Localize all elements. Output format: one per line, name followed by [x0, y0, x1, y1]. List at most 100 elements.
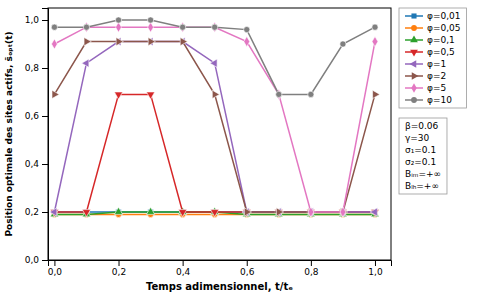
tick: 1,0	[25, 15, 48, 25]
annotation: σ₂=0.1	[405, 157, 436, 167]
tick-mark	[42, 116, 48, 117]
line	[54, 94, 375, 212]
tick-mark	[311, 260, 312, 266]
series	[50, 92, 379, 217]
point	[276, 208, 283, 216]
legend-marker	[410, 60, 417, 68]
tick-mark	[42, 260, 48, 261]
legend-marker	[410, 36, 418, 43]
legend-label: φ=5	[427, 83, 446, 93]
point	[84, 22, 90, 32]
legend: φ=0,01φ=0,05φ=0,1φ=0,5φ=1φ=2φ=5φ=10	[399, 8, 467, 108]
tick-label: 0,8	[304, 267, 319, 277]
y-axis: 0,0 0,2 0,4 0,6 0,8 1,0	[25, 9, 49, 266]
plot-frame	[48, 8, 391, 260]
point	[50, 208, 57, 216]
tick: 0,2	[25, 207, 48, 217]
point	[51, 24, 57, 30]
tick: 0,6	[25, 111, 48, 121]
point	[212, 22, 218, 32]
legend-marker	[412, 72, 419, 80]
plot: 0,0 0,2 0,4 0,6 0,8 1,0 0,0 0,2 0,4 0,6 0,8 1,0	[25, 8, 392, 277]
point	[180, 37, 187, 45]
legend-marker	[410, 50, 418, 57]
tick-label: 0,8	[25, 63, 40, 73]
tick-mark	[42, 20, 48, 21]
legend-marker	[411, 25, 417, 31]
annotation: σ₁=0.1	[405, 145, 436, 155]
point	[244, 27, 250, 33]
annotation: Bₗₕ=+∞	[405, 181, 439, 191]
annotation: Bᵢₘ=+∞	[405, 169, 441, 179]
point	[148, 22, 154, 32]
point	[84, 37, 91, 45]
point	[370, 208, 377, 216]
point	[340, 207, 346, 217]
tick: 0,8	[25, 63, 48, 73]
legend-item: φ=5	[405, 83, 446, 93]
legend-item: φ=2	[405, 71, 446, 81]
tick-mark	[183, 260, 184, 266]
point	[341, 208, 348, 216]
point	[180, 24, 186, 30]
tick-mark	[247, 260, 248, 266]
point	[147, 17, 153, 23]
point	[244, 208, 251, 216]
legend-label: φ=0,1	[427, 35, 455, 45]
annotation: γ=30	[405, 133, 430, 143]
axis-line	[49, 261, 392, 267]
point	[372, 24, 378, 30]
tick: 0,0	[25, 255, 48, 265]
legend-item: φ=0,05	[405, 23, 461, 33]
tick-mark	[375, 260, 376, 266]
point	[340, 41, 346, 47]
tick-mark	[42, 68, 48, 69]
tick-label: 1,0	[25, 15, 40, 25]
point	[148, 37, 155, 45]
point	[116, 22, 122, 32]
tick: 0,0	[48, 260, 63, 277]
point	[373, 90, 380, 98]
point	[212, 24, 218, 30]
tick-label: 0,4	[176, 267, 191, 277]
legend-label: φ=10	[427, 95, 452, 105]
legend-item: φ=10	[405, 95, 452, 105]
point	[146, 92, 154, 99]
legend-label: φ=2	[427, 71, 446, 81]
tick: 0,4	[176, 260, 191, 277]
tick-label: 0,6	[240, 267, 255, 277]
legend-label: φ=1	[427, 59, 446, 69]
point	[211, 210, 219, 217]
legend-item: φ=0,5	[405, 47, 455, 57]
x-axis: 0,0 0,2 0,4 0,6 0,8 1,0	[48, 260, 392, 277]
legend-marker	[411, 13, 416, 18]
point	[244, 37, 250, 47]
line	[54, 27, 375, 212]
legend-marker	[411, 83, 416, 92]
tick: 0,2	[112, 260, 126, 277]
point	[212, 90, 219, 98]
tick-mark	[42, 164, 48, 165]
point	[178, 210, 186, 217]
point	[276, 91, 282, 97]
legend-item: φ=0,1	[405, 35, 455, 45]
tick-label: 1,0	[368, 267, 383, 277]
tick-label: 0,4	[25, 159, 40, 169]
point	[116, 37, 123, 45]
marks	[50, 17, 380, 218]
point	[82, 210, 90, 217]
point	[210, 59, 217, 67]
tick-label: 0,2	[112, 267, 126, 277]
tick-mark	[119, 260, 120, 266]
point	[308, 91, 314, 97]
y-axis-title: Position optimale des sites actifs, s̄ₒₚ…	[4, 31, 14, 236]
point	[52, 90, 59, 98]
point	[308, 207, 314, 217]
point	[82, 59, 89, 67]
tick-mark	[42, 212, 48, 213]
legend-item: φ=1	[405, 59, 446, 69]
line	[54, 20, 375, 94]
annotation-box: β=0.06γ=30σ₁=0.1σ₂=0.1Bᵢₘ=+∞Bₗₕ=+∞	[399, 118, 447, 194]
legend-label: φ=0,05	[427, 23, 461, 33]
point	[83, 24, 89, 30]
